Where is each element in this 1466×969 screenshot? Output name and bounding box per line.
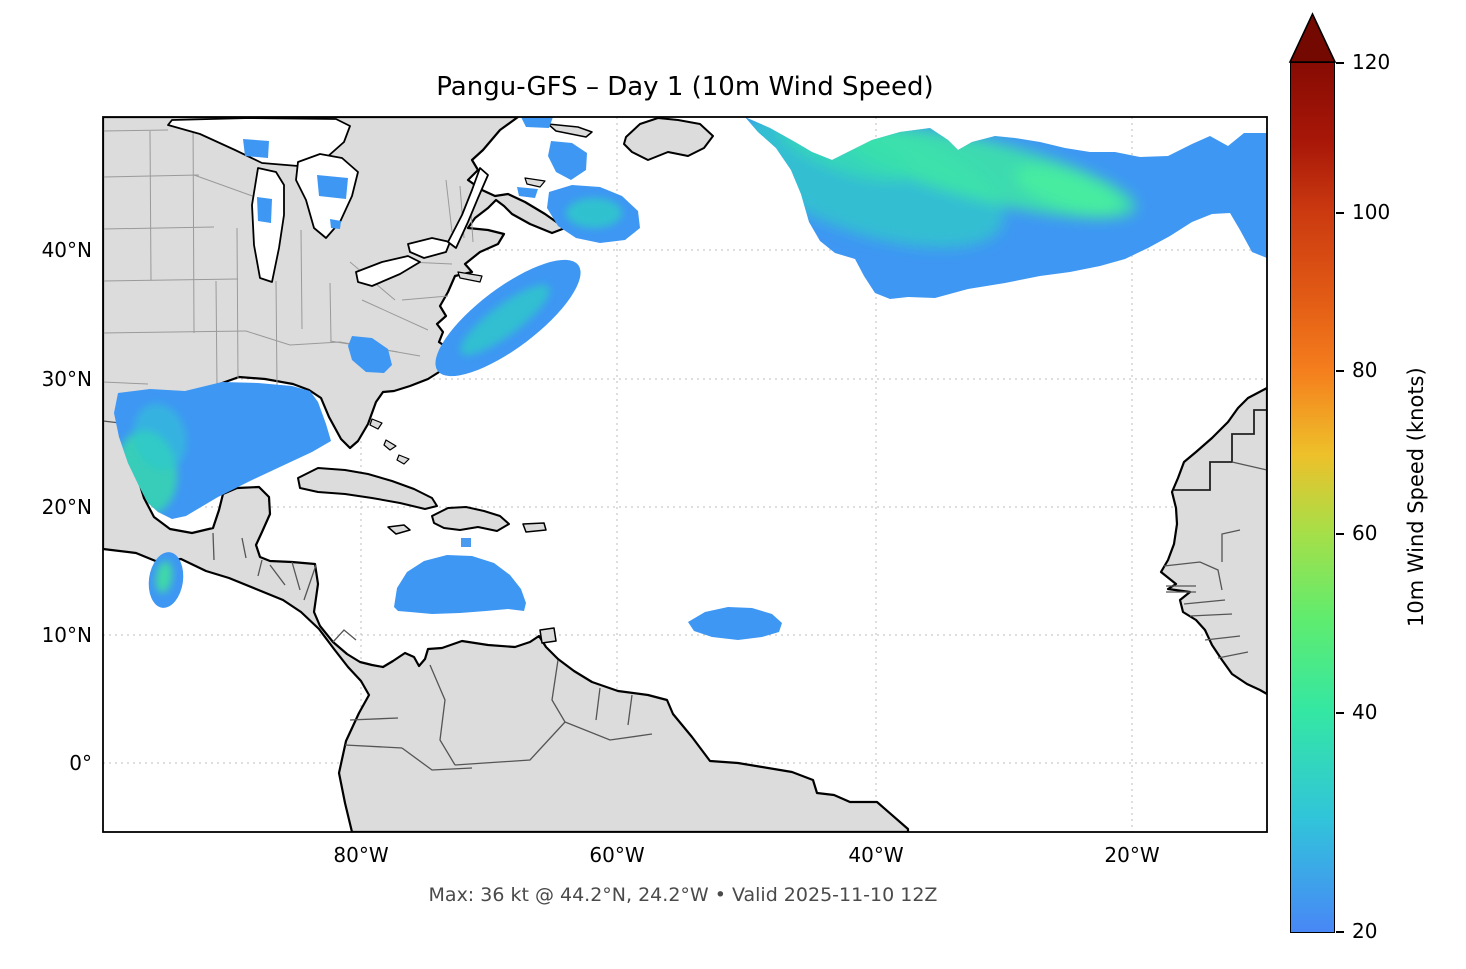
- ytick-30n: 30°N: [41, 367, 92, 391]
- africa-borders: [1163, 409, 1267, 659]
- st-lawrence-river: [447, 167, 489, 249]
- colorbar-label: 10m Wind Speed (knots): [1404, 367, 1428, 627]
- wind-gulf-cyan: [133, 403, 187, 471]
- ytick-0: 0°: [69, 751, 92, 775]
- hispaniola: [431, 506, 510, 532]
- colorbar-tickmark-80: [1336, 370, 1344, 372]
- long-island: [457, 271, 483, 283]
- lake-ontario: [407, 237, 451, 259]
- wind-blob-tehuantepec: [148, 552, 184, 608]
- jamaica: [387, 524, 411, 535]
- ytick-20n: 20°N: [41, 495, 92, 519]
- page-title: Pangu-GFS – Day 1 (10m Wind Speed): [436, 72, 934, 102]
- wind-blob-nova-scotia: [517, 117, 640, 243]
- cuba: [297, 467, 438, 510]
- land-americas: [103, 117, 910, 832]
- anticosti: [547, 123, 593, 138]
- wind-speck-hispaniola: [461, 538, 471, 547]
- colorbar-tickmark-20: [1336, 931, 1344, 933]
- colorbar-tickmark-40: [1336, 712, 1344, 714]
- colorbar-tickmark-100: [1336, 212, 1344, 214]
- caption: Max: 36 kt @ 44.2°N, 24.2°W • Valid 2025…: [428, 884, 938, 906]
- trinidad: [539, 627, 557, 644]
- ytick-40n: 40°N: [41, 238, 92, 262]
- plot-frame: [102, 116, 1268, 833]
- lake-michigan: [251, 167, 285, 283]
- colorbar-tick-100: 100: [1352, 200, 1391, 224]
- colorbar-tick-80: 80: [1352, 358, 1378, 382]
- colorbar-tick-20: 20: [1352, 919, 1378, 943]
- wind-blobs-lakes: [243, 139, 348, 229]
- colorbar-tickmark-120: [1336, 62, 1344, 64]
- lake-erie: [355, 255, 421, 287]
- newfoundland: [623, 117, 714, 161]
- puerto-rico: [522, 522, 547, 533]
- prince-edward-island: [524, 177, 546, 188]
- colorbar-tick-40: 40: [1352, 700, 1378, 724]
- bahamas-1: [369, 418, 383, 430]
- xtick-80w: 80°W: [333, 843, 389, 867]
- wind-max-core: [1015, 165, 1121, 215]
- colorbar-tickmark-60: [1336, 533, 1344, 535]
- bahamas-3: [396, 454, 410, 465]
- colorbar-tick-120: 120: [1352, 50, 1391, 74]
- ytick-10n: 10°N: [41, 623, 92, 647]
- xtick-40w: 40°W: [848, 843, 904, 867]
- xtick-60w: 60°W: [589, 843, 645, 867]
- islands: [297, 117, 714, 644]
- xtick-20w: 20°W: [1104, 843, 1160, 867]
- colorbar-tick-60: 60: [1352, 521, 1378, 545]
- bahamas-2: [383, 439, 397, 451]
- wind-blob-caribbean: [394, 555, 526, 614]
- colorbar-extend-triangle: [1288, 12, 1337, 63]
- wind-blob-tropical-atlantic: [688, 607, 782, 640]
- wind-blob-gulf-stream: [348, 259, 581, 377]
- colorbar: [1290, 62, 1335, 933]
